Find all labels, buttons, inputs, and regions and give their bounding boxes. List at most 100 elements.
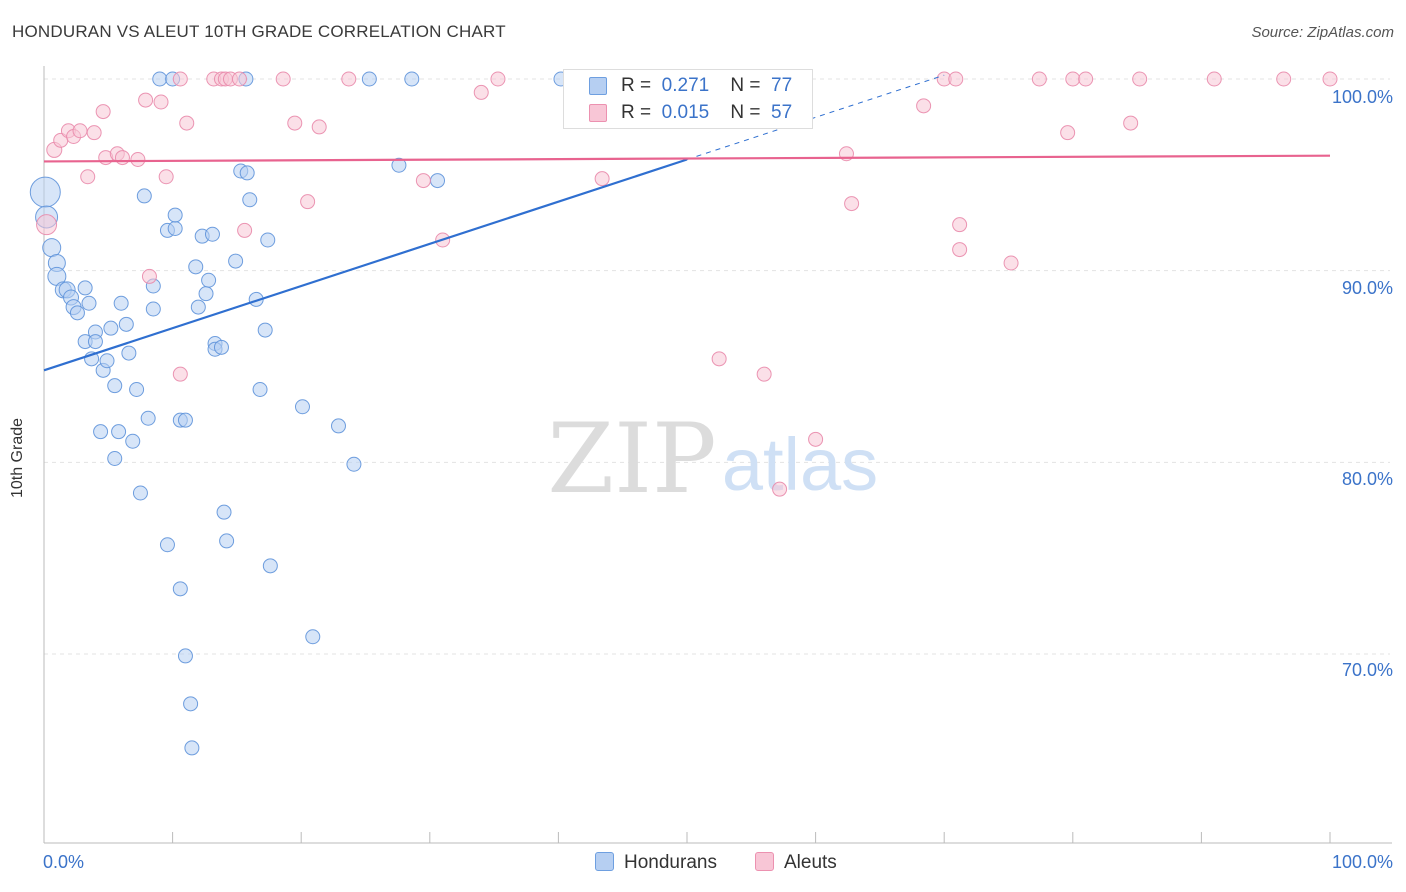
point-aleuts-37 bbox=[711, 351, 727, 367]
point-aleuts-18 bbox=[172, 71, 188, 87]
point-aleuts-48 bbox=[952, 242, 968, 258]
point-hondurans-54 bbox=[216, 504, 232, 520]
axes bbox=[43, 66, 1392, 844]
point-hondurans-27 bbox=[125, 433, 141, 449]
point-hondurans-50 bbox=[204, 226, 220, 242]
point-aleuts-35 bbox=[594, 171, 610, 187]
point-hondurans-28 bbox=[140, 410, 156, 426]
bottom-legend-hondurans: Hondurans bbox=[595, 852, 717, 874]
point-hondurans-64 bbox=[262, 558, 278, 574]
legend-text-aleuts: R = 0.015 N = 57 bbox=[621, 102, 793, 123]
point-aleuts-7 bbox=[86, 125, 102, 141]
point-hondurans-9 bbox=[69, 305, 85, 321]
point-aleuts-43 bbox=[844, 196, 860, 212]
point-hondurans-36 bbox=[159, 537, 175, 553]
point-hondurans-43 bbox=[183, 696, 199, 712]
point-aleuts-30 bbox=[341, 71, 357, 87]
point-hondurans-49 bbox=[201, 272, 217, 288]
point-aleuts-47 bbox=[952, 217, 968, 233]
point-hondurans-63 bbox=[260, 232, 276, 248]
point-hondurans-38 bbox=[167, 207, 183, 223]
point-hondurans-45 bbox=[188, 259, 204, 275]
point-hondurans-69 bbox=[346, 456, 362, 472]
point-hondurans-67 bbox=[305, 629, 321, 645]
point-hondurans-22 bbox=[121, 345, 137, 361]
point-aleuts-27 bbox=[287, 115, 303, 131]
point-aleuts-16 bbox=[158, 169, 174, 185]
point-hondurans-31 bbox=[145, 301, 161, 317]
trend-lines bbox=[43, 74, 1331, 372]
point-hondurans-44 bbox=[184, 740, 200, 756]
chart-title: HONDURAN VS ALEUT 10TH GRADE CORRELATION… bbox=[12, 22, 506, 41]
point-hondurans-39 bbox=[172, 581, 188, 597]
point-aleuts-15 bbox=[153, 94, 169, 110]
point-hondurans-10 bbox=[77, 280, 93, 296]
point-hondurans-20 bbox=[113, 295, 129, 311]
bottom-legend-label-hondurans: Hondurans bbox=[624, 852, 717, 873]
legend-swatch-aleuts bbox=[589, 104, 607, 122]
y-tick-label-100: 100.0% bbox=[1331, 87, 1393, 107]
point-hondurans-70 bbox=[361, 71, 377, 87]
point-hondurans-55 bbox=[219, 533, 235, 549]
point-hondurans-56 bbox=[228, 253, 244, 269]
stats-legend: R = 0.271 N = 77 R = 0.015 N = 57 bbox=[563, 69, 813, 129]
point-aleuts-6 bbox=[80, 169, 96, 185]
legend-text-hondurans: R = 0.271 N = 77 bbox=[621, 75, 793, 96]
point-aleuts-31 bbox=[415, 173, 431, 189]
point-hondurans-48 bbox=[198, 286, 214, 302]
y-tick-label-90: 90.0% bbox=[1341, 278, 1393, 298]
bottom-legend-swatch-hondurans bbox=[595, 852, 614, 871]
point-hondurans-37 bbox=[167, 221, 183, 236]
point-aleuts-51 bbox=[1060, 125, 1076, 141]
point-hondurans-18 bbox=[103, 320, 119, 336]
point-aleuts-33 bbox=[473, 84, 489, 100]
point-aleuts-13 bbox=[138, 92, 154, 108]
point-aleuts-44 bbox=[916, 98, 932, 114]
point-aleuts-19 bbox=[179, 115, 195, 131]
y-tick-label-80: 80.0% bbox=[1341, 469, 1393, 489]
trend-line-aleuts bbox=[43, 154, 1331, 163]
point-hondurans-46 bbox=[190, 299, 206, 315]
point-aleuts-25 bbox=[237, 222, 253, 238]
point-hondurans-26 bbox=[107, 451, 123, 466]
point-hondurans-42 bbox=[177, 648, 193, 664]
point-aleuts-24 bbox=[231, 71, 247, 87]
point-aleuts-39 bbox=[756, 366, 772, 382]
point-aleuts-58 bbox=[1322, 71, 1338, 87]
y-tick-label-70: 70.0% bbox=[1341, 660, 1393, 680]
point-hondurans-11 bbox=[81, 295, 97, 311]
point-hondurans-33 bbox=[152, 71, 168, 87]
point-aleuts-40 bbox=[772, 481, 788, 497]
point-aleuts-49 bbox=[1003, 255, 1019, 271]
point-aleuts-0 bbox=[36, 214, 58, 236]
point-aleuts-50 bbox=[1031, 71, 1047, 87]
legend-swatch-hondurans bbox=[589, 77, 607, 95]
point-hondurans-53 bbox=[213, 339, 229, 355]
point-hondurans-62 bbox=[257, 322, 273, 338]
bottom-legend-label-aleuts: Aleuts bbox=[784, 852, 837, 873]
point-aleuts-56 bbox=[1206, 71, 1222, 87]
point-hondurans-61 bbox=[252, 382, 268, 397]
point-hondurans-41 bbox=[177, 412, 193, 428]
x-tick-label-min: 0.0% bbox=[43, 852, 85, 872]
point-aleuts-55 bbox=[1132, 71, 1148, 87]
point-hondurans-58 bbox=[239, 165, 255, 181]
point-hondurans-14 bbox=[87, 334, 103, 350]
watermark-atlas: atlas bbox=[722, 423, 878, 506]
chart-source: Source: ZipAtlas.com bbox=[1251, 24, 1394, 41]
gridlines bbox=[44, 78, 1390, 655]
point-aleuts-53 bbox=[1078, 71, 1094, 87]
point-aleuts-11 bbox=[114, 150, 130, 166]
point-aleuts-52 bbox=[1065, 71, 1081, 87]
point-hondurans-29 bbox=[132, 485, 148, 501]
point-hondurans-2 bbox=[42, 238, 62, 258]
point-aleuts-28 bbox=[300, 194, 316, 210]
point-hondurans-19 bbox=[107, 378, 123, 394]
point-aleuts-14 bbox=[141, 268, 157, 284]
bottom-legend-aleuts: Aleuts bbox=[755, 852, 837, 874]
point-hondurans-66 bbox=[294, 399, 310, 415]
point-hondurans-68 bbox=[330, 418, 346, 434]
point-aleuts-17 bbox=[172, 366, 188, 382]
point-aleuts-29 bbox=[311, 119, 327, 135]
point-hondurans-59 bbox=[242, 192, 258, 208]
